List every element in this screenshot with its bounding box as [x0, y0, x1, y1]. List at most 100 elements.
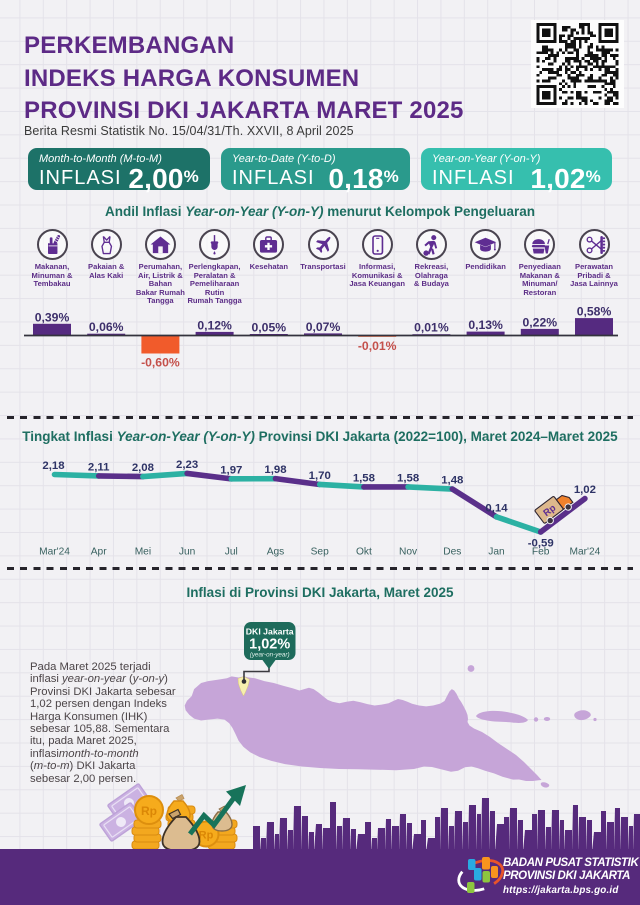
money-decoration: Rp Rp — [99, 783, 246, 852]
smartphone-icon — [361, 229, 393, 260]
delivery-truck-icon: Rp — [534, 494, 574, 525]
month-label: Mar'24 — [39, 547, 70, 558]
bar-1 — [87, 333, 126, 336]
bar-3 — [195, 331, 234, 336]
separator-dashed-2 — [7, 567, 633, 570]
page-title: PERKEMBANGAN INDEKS HARGA KONSUMEN PROVI… — [24, 30, 464, 128]
coin-currency-label: Rp — [199, 830, 214, 842]
callout-note: (year-on-year) — [250, 652, 290, 659]
map-section-title: Inflasi di Provinsi DKI Jakarta, Maret 2… — [186, 585, 454, 600]
banknotes-icon — [99, 783, 151, 842]
category-0: Makanan, Minuman & Tembakau — [24, 229, 80, 289]
category-label: Pakaian & Alas Kaki — [88, 262, 125, 280]
footer-org-line1: BADAN PUSAT STATISTIK — [503, 857, 639, 869]
month-label: Apr — [91, 547, 107, 558]
point-value-label: 2,23 — [176, 459, 198, 471]
bar-0 — [33, 323, 71, 336]
line-segment-11 — [537, 495, 588, 535]
bar-value-label: 0,39% — [35, 310, 70, 324]
skyline-silhouette — [253, 798, 640, 852]
point-value-label: -0,59 — [528, 538, 554, 550]
callout-value: 1,02% — [249, 637, 290, 653]
jakarta-marker-dot — [241, 679, 247, 684]
island-dot-2 — [543, 717, 551, 721]
footer-website: https://jakarta.bps.go.id — [503, 885, 619, 897]
bar-value-label: 0,07% — [306, 320, 341, 334]
category-label: Penyediaan Makanan & Minuman/Restoran — [518, 262, 561, 297]
callout-pointer — [261, 658, 277, 669]
bar-value-label: -0,01% — [358, 339, 397, 353]
month-label: Nov — [399, 547, 418, 558]
point-value-label: 1,97 — [220, 464, 242, 476]
stat-unit: % — [585, 167, 601, 186]
callout-connector-line — [243, 661, 270, 680]
line-segment-8 — [405, 484, 456, 492]
line-segment-9 — [449, 486, 500, 520]
stat-box-0: Month-to-Month (M-to-M) INFLASI 2,00% — [28, 148, 210, 193]
line-segment-6 — [316, 481, 367, 490]
line-segment-5 — [272, 475, 323, 488]
bar-value-label: 0,06% — [89, 320, 124, 334]
qr-code — [531, 20, 624, 108]
bps-logo-swoosh — [457, 859, 505, 892]
southeast-islet — [540, 782, 550, 788]
category-7: Rekreasi, Olahraga & Budaya — [403, 229, 459, 289]
category-6: Informasi, Komunikasi & Jasa Keuangan — [349, 229, 405, 289]
stat-metric: INFLASI — [232, 167, 315, 189]
page-title-line1: PERKEMBANGAN — [24, 32, 235, 59]
line-segment-3 — [184, 470, 235, 482]
sport-icon — [415, 229, 447, 260]
madura-island-shape — [476, 710, 528, 723]
point-value-label: 1,70 — [309, 470, 331, 482]
category-label: Rekreasi, Olahraga & Budaya — [413, 262, 449, 289]
category-8: Pendidikan — [458, 229, 514, 272]
stat-metric: INFLASI — [39, 167, 122, 189]
stat-box-1: Year-to-Date (Y-to-D) INFLASI 0,18% — [221, 148, 410, 193]
inflation-line-chart: 2,18 Mar'24 2,11 Apr 2,08 Mei 2,23 Jun 1,97 Jul 1,… — [39, 459, 601, 558]
footer-org: BADAN PUSAT STATISTIK PROVINSI DKI JAKAR… — [503, 857, 639, 898]
footer-band — [0, 849, 640, 905]
month-label: Ags — [267, 547, 285, 558]
first-aid-icon — [253, 229, 285, 260]
growth-arrow-icon — [188, 785, 246, 836]
coin-currency-label: Rp — [141, 804, 157, 818]
category-label: Informasi, Komunikasi & Jasa Keuangan — [349, 262, 406, 289]
point-value-label: 1,58 — [353, 472, 375, 484]
food-basket-icon — [36, 229, 68, 260]
category-4: Kesehatan — [241, 229, 297, 272]
callout-box — [244, 622, 296, 660]
bar-value-label: -0,60% — [141, 356, 180, 370]
month-label: Okt — [356, 547, 372, 558]
bar-value-label: 0,13% — [468, 318, 503, 332]
page-title-line2: INDEKS HARGA KONSUMEN — [24, 64, 360, 92]
page-title-line3: PROVINSI DKI JAKARTA MARET 2025 — [24, 97, 464, 124]
bar-value-label: 0,22% — [523, 315, 558, 329]
month-label: Des — [443, 547, 461, 558]
month-label: Mei — [135, 547, 151, 558]
bar-2 — [141, 335, 180, 354]
line-segment-10 — [493, 514, 544, 535]
month-label: Jul — [225, 547, 238, 558]
bar-value-label: 0,12% — [197, 318, 232, 332]
stat-period-label: Month-to-Month (M-to-M) — [39, 153, 162, 165]
category-1: Pakaian & Alas Kaki — [78, 229, 134, 280]
bar-9 — [520, 328, 559, 336]
stat-unit: % — [183, 167, 199, 186]
category-2: Perumahan, Air, Listrik & Bahan Bakar Rumah… — [132, 229, 188, 306]
category-label: Perawatan Pribadi & Jasa Lainnya — [570, 262, 618, 289]
category-3: Perlengkapan, Peralatan & Pemeliharaan Ruti… — [187, 229, 243, 306]
category-10: Perawatan Pribadi & Jasa Lainnya — [566, 229, 622, 289]
bar-10 — [575, 318, 613, 336]
stat-unit: % — [383, 167, 399, 186]
point-value-label: 2,11 — [88, 461, 110, 473]
category-5: Transportasi — [295, 229, 351, 272]
point-value-label: 1,02 — [574, 484, 596, 496]
bps-logo — [457, 857, 505, 893]
point-value-label: 1,98 — [264, 464, 286, 476]
hanging-plug-icon — [199, 229, 231, 260]
dress-icon — [90, 229, 122, 260]
map-paragraph: Pada Maret 2025 terjadi inflasi year-on-y… — [30, 661, 176, 785]
house-icon — [144, 229, 176, 260]
bar-5 — [304, 333, 342, 336]
